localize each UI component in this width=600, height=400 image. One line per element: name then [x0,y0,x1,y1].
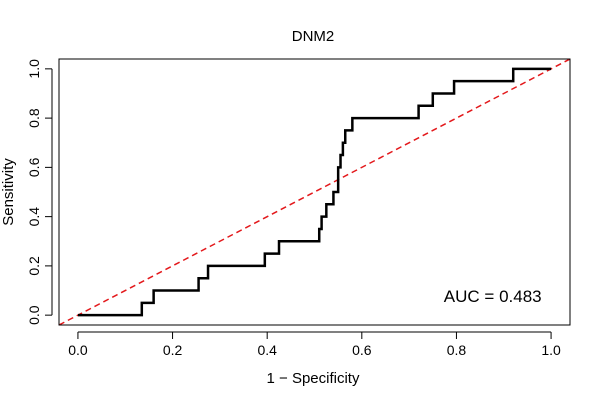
auc-annotation: AUC = 0.483 [444,287,542,306]
x-tick-label: 1.0 [541,342,561,358]
x-axis: 0.0 0.2 0.4 0.6 0.8 1.0 [68,331,561,358]
x-tick-label: 0.6 [352,342,372,358]
x-tick-label: 0.8 [447,342,467,358]
x-tick-label: 0.2 [163,342,183,358]
y-tick-label: 0.6 [26,157,42,177]
y-axis-title: Sensitivity [0,158,17,226]
x-axis-title: 1 − Specificity [267,370,360,387]
y-tick-label: 1.0 [26,59,42,79]
y-tick-label: 0.2 [26,256,42,276]
roc-curve-line [77,67,552,317]
x-tick-label: 0.4 [257,342,277,358]
chart-title: DNM2 [292,28,335,45]
y-tick-label: 0.0 [26,305,42,325]
plot-frame [58,58,571,326]
reference-diagonal-line [58,58,571,326]
plot-area [58,58,571,326]
y-tick-label: 0.8 [26,108,42,128]
x-tick-label: 0.0 [68,342,88,358]
annotations: AUC = 0.483 [444,287,542,306]
y-axis: 0.0 0.2 0.4 0.6 0.8 1.0 [26,59,53,325]
y-tick-label: 0.4 [26,207,42,227]
